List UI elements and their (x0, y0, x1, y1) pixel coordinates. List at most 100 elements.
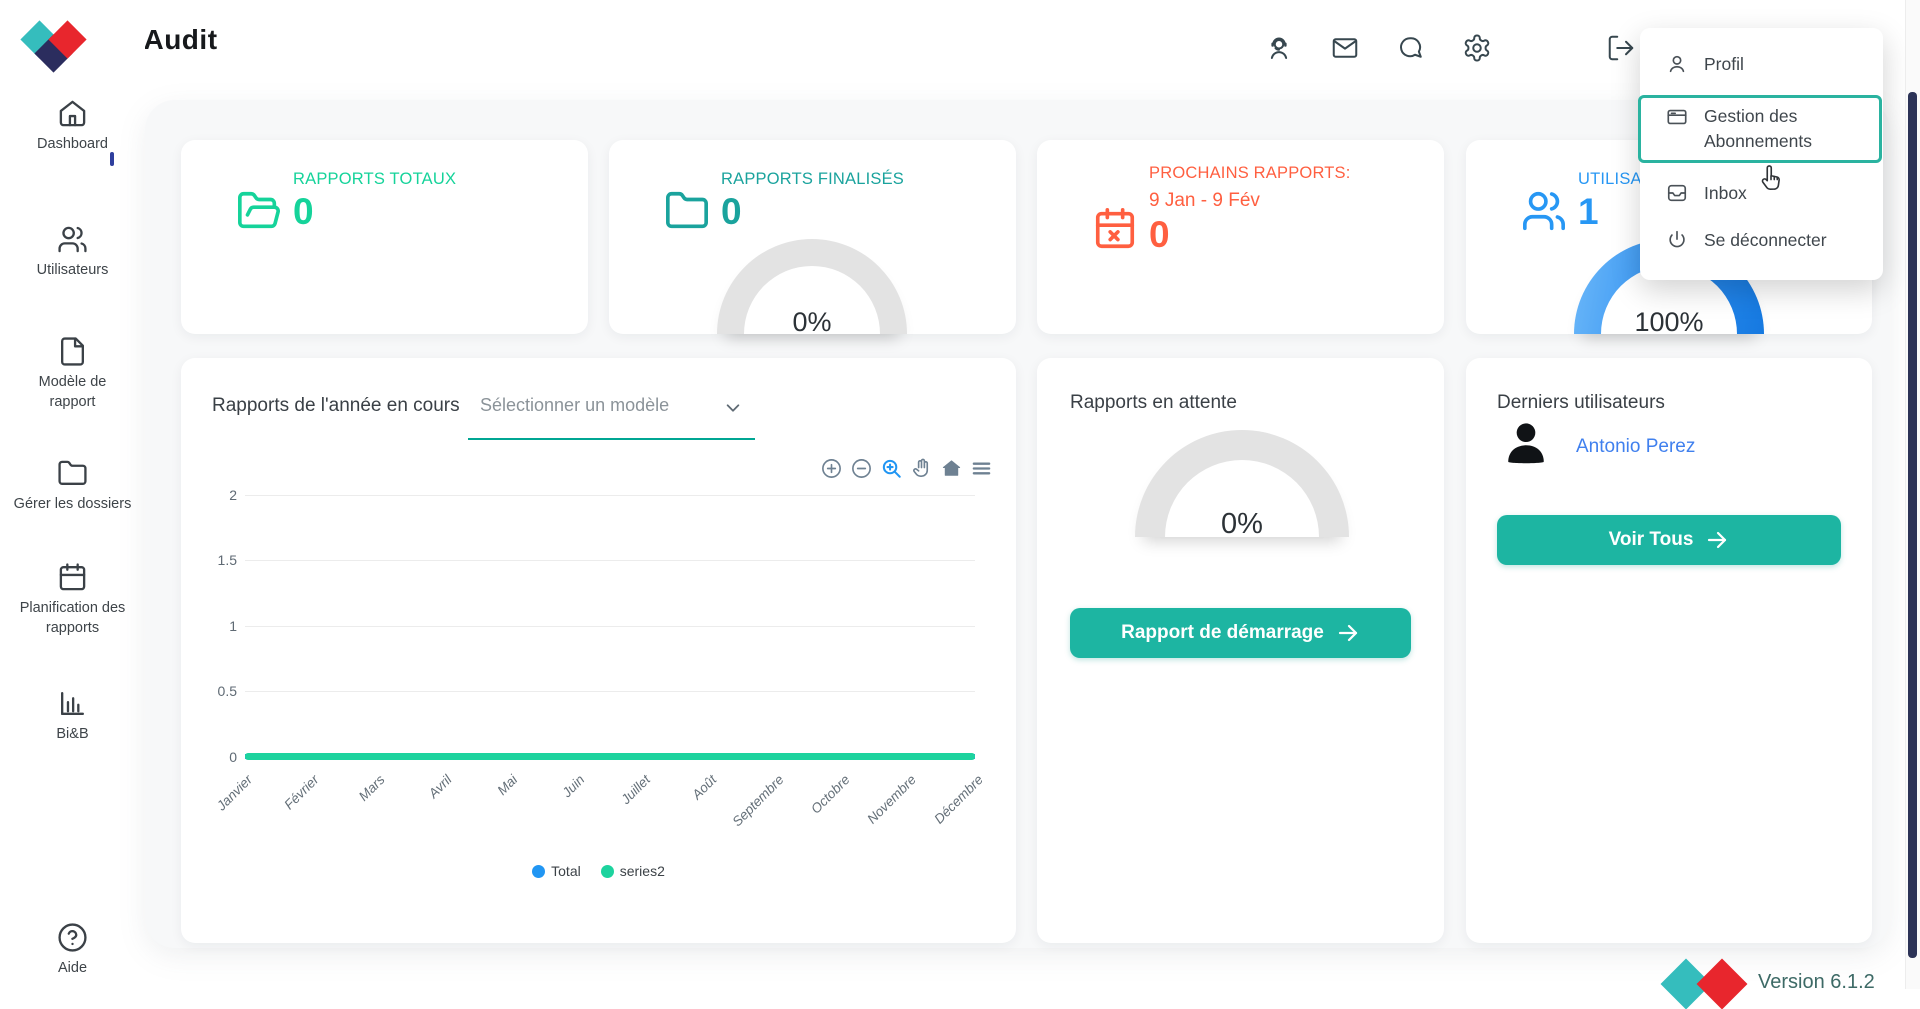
selection-zoom-icon[interactable] (880, 457, 903, 480)
menu-item-label: Gestion des Abonnements (1704, 106, 1812, 151)
calendar-x-icon (1092, 206, 1138, 252)
sidebar-item-gerer-dossiers[interactable]: Gérer les dossiers (0, 458, 145, 515)
legend-item-series2[interactable]: series2 (600, 863, 665, 879)
y-axis-label: 1 (229, 618, 237, 634)
folder-icon (57, 458, 88, 489)
card-rapports-finalises: RAPPORTS FINALISÉS 0 0% (609, 140, 1016, 337)
legend-marker-series2 (600, 864, 614, 878)
folder-icon (664, 188, 710, 234)
voir-tous-button[interactable]: Voir Tous (1497, 515, 1841, 565)
sidebar-item-label: Modèle de rapport (38, 374, 107, 410)
x-axis-label: Novembre (863, 772, 919, 827)
model-select-value: Sélectionner un modèle (480, 395, 670, 415)
button-label: Voir Tous (1608, 529, 1694, 550)
menu-item-gestion-abonnements[interactable]: Gestion des Abonnements (1640, 104, 1883, 158)
x-axis-label: Septembre (729, 772, 787, 830)
x-axis-label: Mars (355, 772, 388, 804)
sidebar-item-label: Bi&B (56, 726, 89, 742)
sidebar-item-label: Dashboard (37, 136, 108, 152)
y-axis-label: 0.5 (217, 683, 237, 699)
y-axis-label: 1.5 (217, 552, 237, 568)
version-label: Version 6.1.2 (1758, 971, 1875, 993)
sidebar-item-aide[interactable]: Aide (0, 922, 145, 979)
sidebar-item-dashboard[interactable]: Dashboard (0, 98, 145, 155)
zoom-in-icon[interactable] (820, 457, 843, 480)
help-icon (57, 922, 88, 953)
user-icon (1669, 55, 1685, 73)
y-axis-label: 0 (229, 749, 237, 765)
rapport-demarrage-button[interactable]: Rapport de démarrage (1070, 608, 1411, 658)
legend-marker-total (532, 864, 546, 878)
gridline (245, 691, 975, 692)
chart-card-title: Rapports de l'année en cours (212, 395, 460, 416)
legend-item-total[interactable]: Total (532, 863, 581, 879)
stat-title: RAPPORTS FINALISÉS (721, 170, 905, 188)
gridline (245, 495, 975, 496)
gauge-finalises: 0% (717, 239, 907, 337)
settings-icon[interactable] (1462, 33, 1492, 63)
sidebar-scrollbar-thumb[interactable] (110, 152, 114, 166)
active-menu-highlight (1638, 95, 1882, 163)
card-prochains-rapports: PROCHAINS RAPPORTS: 9 Jan - 9 Fév 0 (1037, 140, 1444, 334)
users-icon (1521, 188, 1567, 234)
header-icon-bar (1264, 33, 1636, 63)
menu-item-label: Se déconnecter (1704, 229, 1827, 250)
card-rapports-en-attente: Rapports en attente 0% Rapport de démarr… (1037, 358, 1444, 943)
gauge-value: 100% (1634, 307, 1704, 337)
chart-legend: Total series2 (181, 863, 1016, 879)
users-icon (57, 224, 88, 255)
reset-zoom-icon[interactable] (940, 457, 963, 480)
x-axis-label: Juillet (618, 772, 654, 808)
power-icon (1669, 230, 1685, 248)
sidebar-item-label: Planification des rapports (19, 600, 126, 636)
x-axis-label: Décembre (930, 772, 986, 827)
pending-card-title: Rapports en attente (1070, 392, 1237, 413)
latest-users-title: Derniers utilisateurs (1497, 392, 1665, 413)
folder-open-icon (236, 188, 282, 234)
user-link[interactable]: Antonio Perez (1576, 436, 1696, 457)
sidebar-item-utilisateurs[interactable]: Utilisateurs (0, 224, 145, 281)
sidebar: Dashboard Utilisateurs Modèle de rapport… (0, 0, 145, 989)
pan-icon[interactable] (910, 457, 933, 480)
stat-date-range: 9 Jan - 9 Fév (1149, 190, 1260, 211)
page-scrollbar-thumb[interactable] (1908, 92, 1917, 958)
report-template-icon (57, 336, 88, 367)
x-axis-label: Juin (559, 772, 588, 801)
menu-item-se-deconnecter[interactable]: Se déconnecter (1640, 218, 1883, 262)
sidebar-item-modele-rapport[interactable]: Modèle de rapport (0, 336, 145, 412)
stat-title: RAPPORTS TOTAUX (293, 170, 457, 188)
home-icon (57, 98, 88, 129)
gridline (245, 560, 975, 561)
zoom-out-icon[interactable] (850, 457, 873, 480)
x-axis-label: Février (281, 772, 322, 813)
menu-item-profil[interactable]: Profil (1640, 42, 1883, 86)
menu-icon[interactable] (970, 457, 993, 480)
model-select[interactable]: Sélectionner un modèle (480, 395, 770, 416)
menu-item-inbox[interactable]: Inbox (1640, 171, 1883, 215)
menu-item-label: Inbox (1704, 182, 1747, 203)
menu-item-label: Profil (1704, 53, 1744, 74)
user-avatar-icon (1500, 418, 1552, 470)
support-icon[interactable] (1264, 33, 1294, 63)
legend-label: series2 (619, 863, 665, 879)
stat-value: 0 (293, 191, 314, 232)
stat-value: 0 (721, 191, 742, 232)
gauge-value: 0% (1221, 508, 1263, 540)
card-rapports-annee: Rapports de l'année en cours Sélectionne… (181, 358, 1016, 943)
bar-chart-icon (57, 688, 88, 719)
sidebar-item-bib[interactable]: Bi&B (0, 688, 145, 745)
gridline (245, 626, 975, 627)
y-axis-label: 2 (229, 487, 237, 503)
x-axis-label: Mai (494, 772, 521, 798)
sidebar-item-planification[interactable]: Planification des rapports (0, 562, 145, 638)
sidebar-item-label: Gérer les dossiers (13, 496, 132, 512)
chat-icon[interactable] (1396, 33, 1426, 63)
button-label: Rapport de démarrage (1121, 622, 1324, 643)
gauge-value: 0% (792, 307, 832, 337)
arrow-right-icon (1708, 531, 1727, 549)
page-scrollbar[interactable] (1905, 0, 1920, 989)
logout-icon[interactable] (1606, 33, 1636, 63)
x-axis-label: Août (689, 772, 720, 803)
mail-icon[interactable] (1330, 33, 1360, 63)
calendar-icon (57, 562, 88, 593)
